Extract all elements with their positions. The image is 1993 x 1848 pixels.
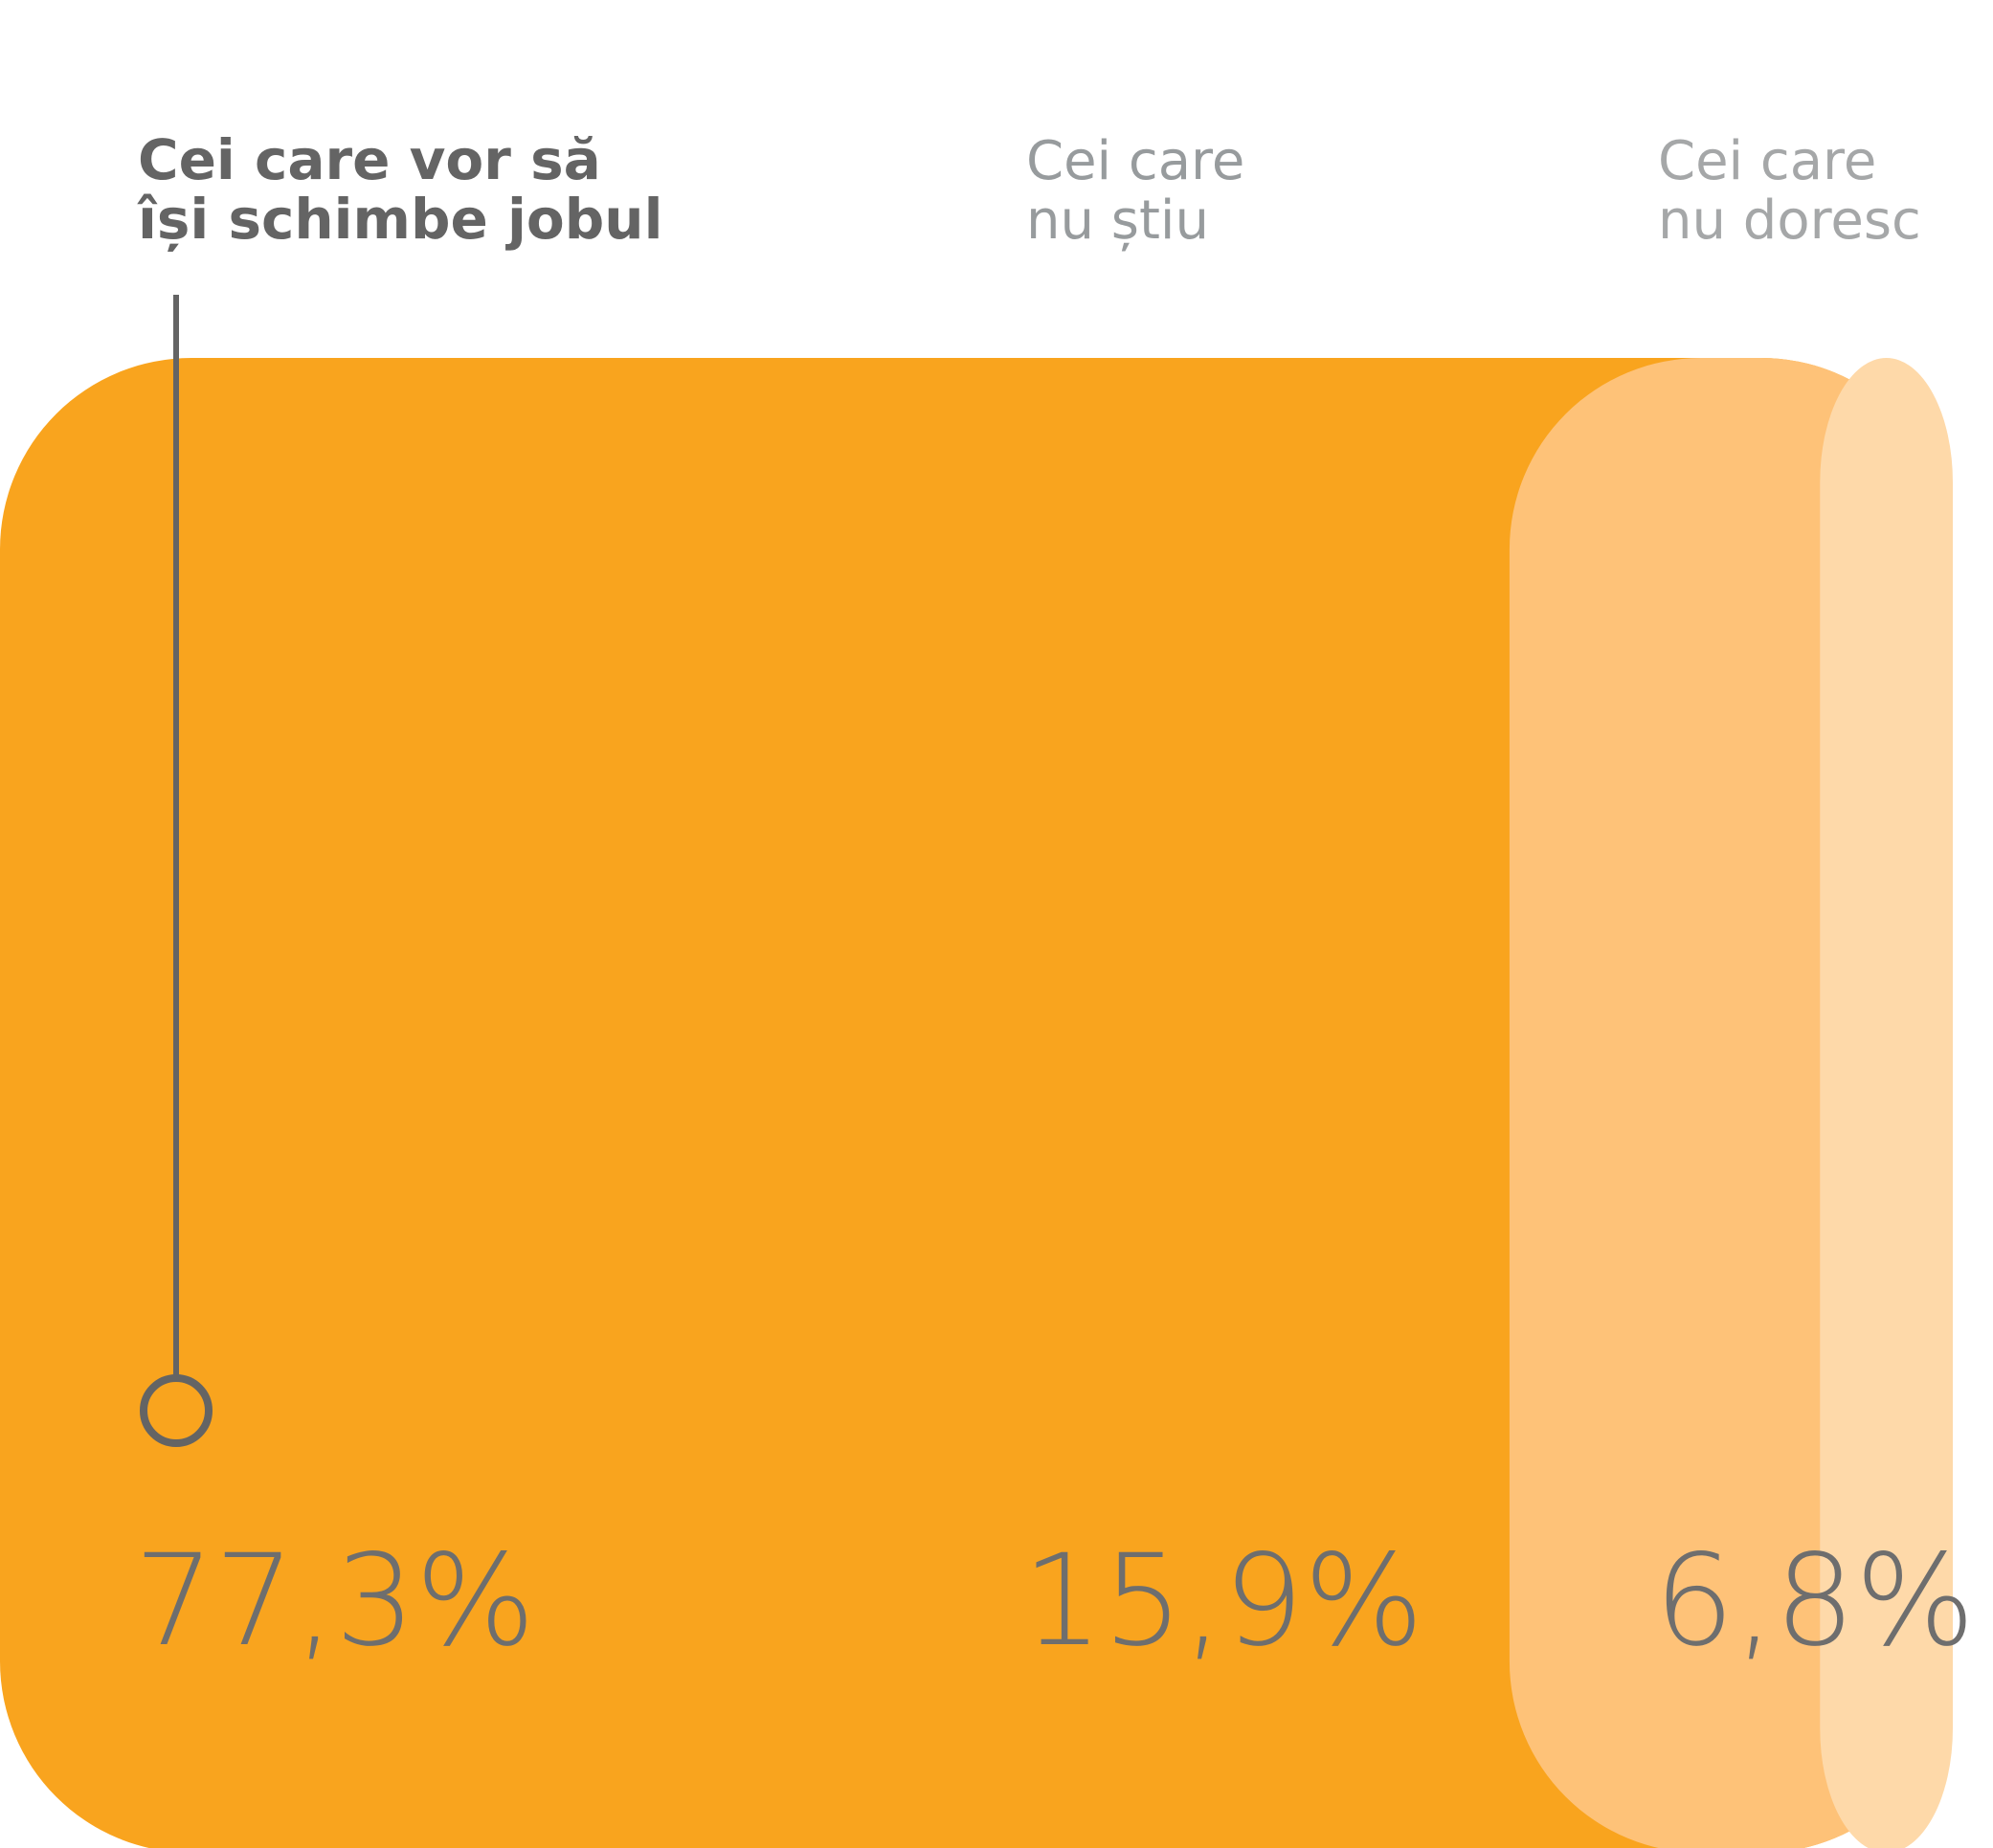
- bar-segment-1: [0, 358, 1953, 1848]
- value-label-1: 77,3%: [134, 1527, 535, 1675]
- chart-segments: [0, 358, 1953, 1848]
- highlight-marker: [140, 295, 213, 1447]
- category-label-3: Cei care nu doresc: [1658, 130, 1921, 252]
- chart-labels: Cei care vor să își schimbe jobul 77,3% Cei…: [134, 127, 1975, 1675]
- highlight-marker-ring: [140, 1374, 213, 1447]
- category-label-2: Cei care nu știu: [1026, 130, 1244, 252]
- value-label-3: 6,8%: [1654, 1527, 1975, 1675]
- category-label-1: Cei care vor să își schimbe jobul: [137, 127, 662, 252]
- bar-segment-3: [1820, 358, 1953, 1848]
- value-label-2: 15,9%: [1022, 1527, 1423, 1675]
